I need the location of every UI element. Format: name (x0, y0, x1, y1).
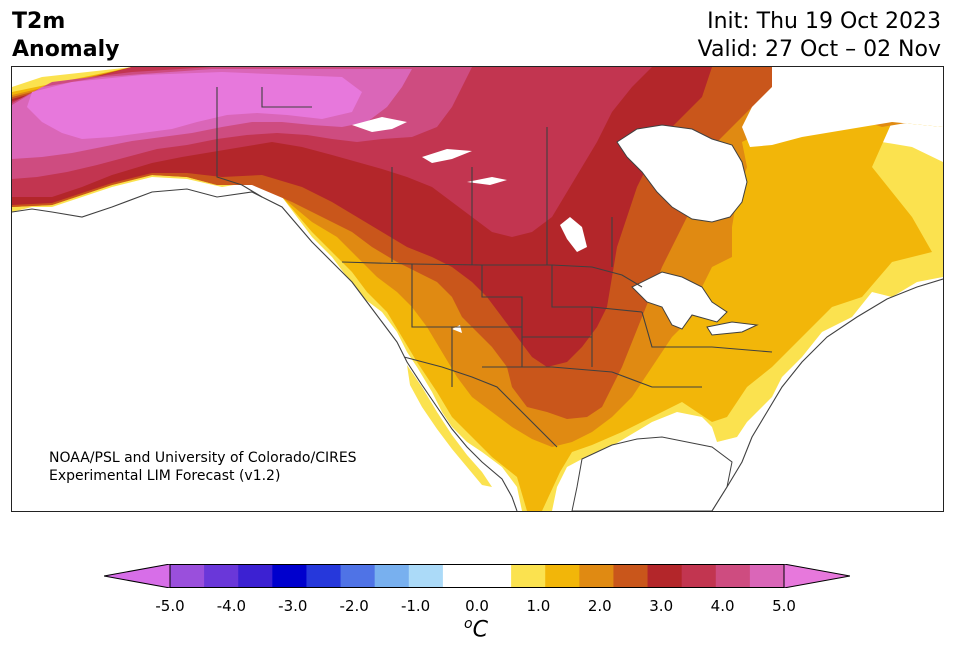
gulf-of-mexico (571, 436, 733, 511)
colorbar-tick-label: -3.0 (278, 597, 308, 615)
title-line-2: Anomaly (12, 37, 120, 62)
colorbar-swatch (238, 564, 273, 588)
lake-winnipeg (560, 217, 587, 252)
colorbar-tick-label: 4.0 (710, 597, 735, 615)
credit-text: NOAA/PSL and University of Colorado/CIRE… (49, 449, 357, 485)
colorbar-swatch (613, 564, 649, 588)
pacific-ocean (12, 189, 517, 511)
colorbar-tick-label: 0.0 (465, 597, 489, 615)
great-slave-lake (422, 149, 472, 163)
colorbar-tick-label: -1.0 (400, 597, 431, 615)
lake-athabasca (467, 177, 507, 185)
unit-base: C (472, 617, 488, 643)
colorbar-tick-label: 2.0 (587, 597, 612, 615)
anomaly-fill-layers (12, 67, 943, 511)
labrador-sea (742, 67, 943, 147)
colorbar-ticks: -5.0 -4.0 -3.0 -2.0 -1.0 0.0 1.0 2.0 3.0 4.0 5.0 (0, 597, 953, 617)
political-borders (12, 87, 943, 511)
colorbar-swatch (647, 564, 683, 588)
colorbar-max-extend (783, 564, 850, 588)
state-lines (411, 264, 773, 388)
us-mexico-border (403, 356, 558, 448)
province-lines (261, 87, 613, 267)
map-title: T2m Anomaly (12, 8, 119, 64)
colorbar-swatch (340, 564, 376, 588)
coastline (12, 188, 518, 511)
init-date: Init: Thu 19 Oct 2023 (707, 9, 941, 34)
anomaly-map (11, 66, 944, 512)
great-lakes (631, 271, 759, 336)
colorbar-swatch (374, 564, 410, 588)
colorbar-swatch (408, 564, 444, 588)
colorbar-min-extend (104, 564, 171, 588)
colorbar-swatch (204, 564, 239, 588)
colorbar-swatch (272, 564, 307, 588)
colorbar-tick-label: 3.0 (649, 597, 674, 615)
colorbar-swatch (715, 564, 751, 588)
colorbar-swatch (511, 564, 546, 588)
colorbar-unit: oC (464, 616, 488, 642)
colorbar-swatch (170, 564, 205, 588)
colorbar-swatch (579, 564, 614, 588)
east-coastline (711, 278, 943, 511)
colorbar-tick-label: 1.0 (526, 597, 551, 615)
unit-superscript: o (464, 616, 473, 632)
atlantic-ocean (712, 279, 943, 511)
colorbar-tick-label: -5.0 (155, 597, 185, 615)
colorbar (104, 564, 850, 588)
alaska-canada-border (216, 87, 263, 198)
colorbar-swatch (442, 564, 478, 588)
colorbar-swatch (749, 564, 785, 588)
credit-line-2: Experimental LIM Forecast (v1.2) (49, 468, 281, 484)
baja-peninsula (407, 365, 492, 487)
hudson-bay (616, 124, 748, 223)
colorbar-swatch (477, 564, 512, 588)
title-line-1: T2m (12, 9, 66, 34)
credit-line-1: NOAA/PSL and University of Colorado/CIRE… (49, 450, 357, 466)
colorbar-swatch (545, 564, 580, 588)
land-5c (27, 72, 362, 139)
valid-range: Valid: 27 Oct – 02 Nov (697, 37, 941, 62)
colorbar-tick-label: -2.0 (339, 597, 369, 615)
great-bear-lake (352, 117, 407, 132)
colorbar-tick-label: -4.0 (216, 597, 247, 615)
colorbar-swatch (306, 564, 342, 588)
map-svg (12, 67, 943, 511)
colorbar-outline (169, 564, 785, 588)
colorbar-tick-label: 5.0 (772, 597, 796, 615)
colorbar-swatch (681, 564, 717, 588)
forecast-dates: Init: Thu 19 Oct 2023 Valid: 27 Oct – 02… (698, 8, 941, 64)
